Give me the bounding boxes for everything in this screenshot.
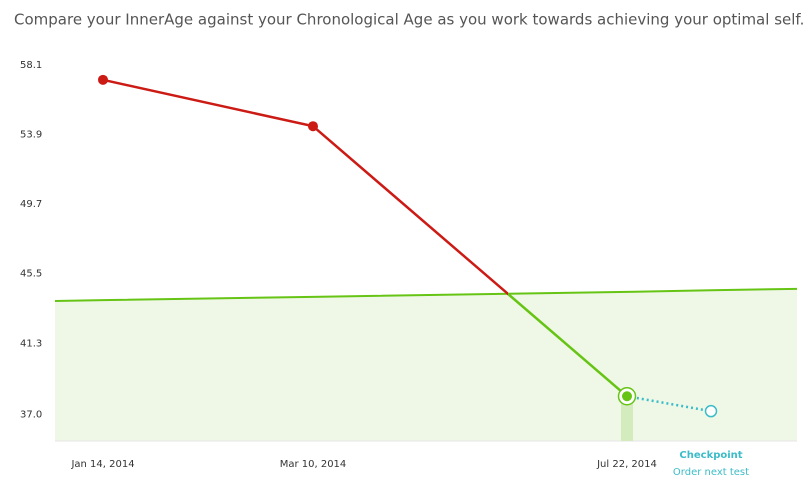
y-tick-label: 45.5 (20, 269, 42, 280)
y-tick-label: 41.3 (20, 338, 42, 349)
checkpoint-point (704, 404, 718, 418)
y-tick-label: 58.1 (20, 60, 42, 71)
chron-line (102, 289, 712, 302)
chron-edge (54, 299, 104, 302)
y-tick-label: 49.7 (20, 199, 42, 210)
x-tick-label: Jul 22, 2014 (596, 459, 657, 470)
checkpoint-line (626, 395, 712, 413)
chron-edge (710, 287, 798, 292)
area-fill (55, 288, 797, 441)
x-tick-label: Checkpoint (679, 450, 742, 461)
x-tick-label: Jan 14, 2014 (70, 459, 134, 470)
point (622, 391, 632, 402)
point (98, 74, 108, 85)
y-tick-label: 53.9 (20, 129, 42, 140)
chart-title: Compare your InnerAge against your Chron… (14, 11, 804, 29)
x-tick-label: Mar 10, 2014 (280, 459, 347, 470)
checkpoint-note[interactable]: Order next test (673, 467, 749, 478)
highlight-bar (621, 396, 633, 441)
point (308, 121, 318, 132)
y-tick-label: 37.0 (20, 409, 42, 420)
